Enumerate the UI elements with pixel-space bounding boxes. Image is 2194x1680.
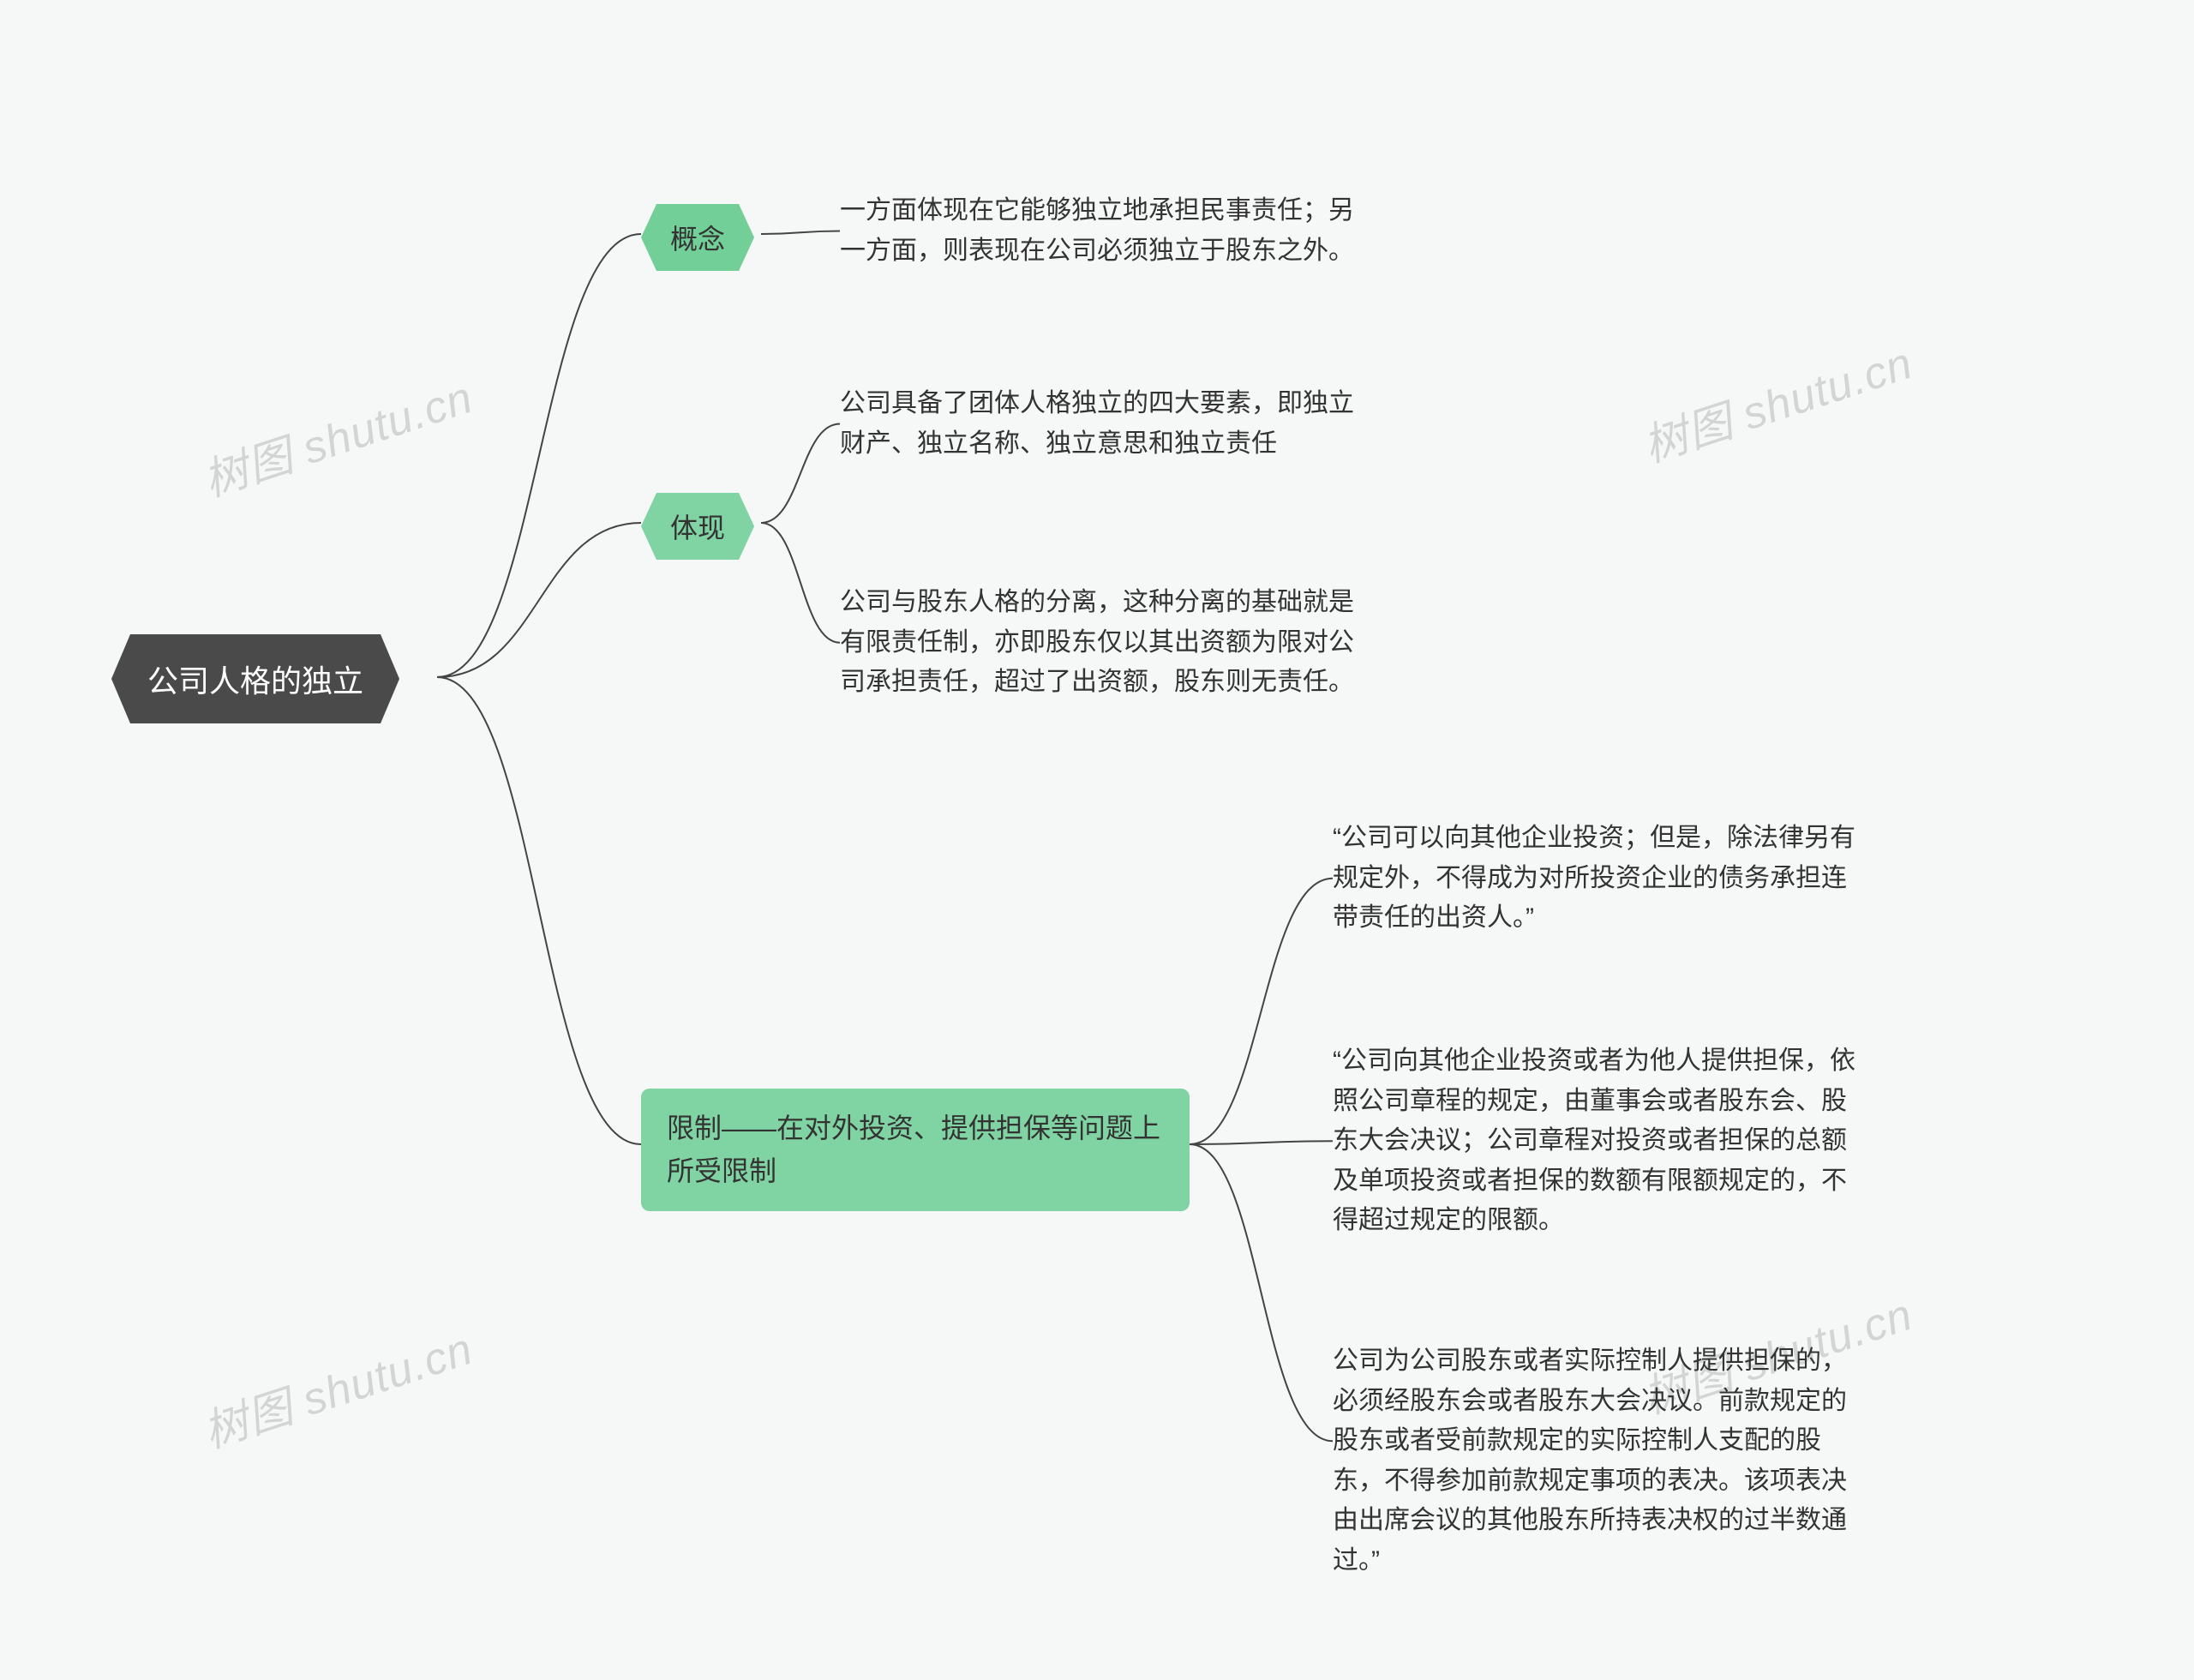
leaf-embodiment-1: 公司具备了团体人格独立的四大要素，即独立财产、独立名称、独立意思和独立责任 [840,384,1371,464]
leaf-restriction-2: “公司向其他企业投资或者为他人提供担保，依照公司章程的规定，由董事会或者股东会、… [1333,1041,1864,1241]
leaf-restriction-3: 公司为公司股东或者实际控制人提供担保的，必须经股东会或者股东大会决议。前款规定的… [1333,1341,1864,1581]
leaf-concept-1: 一方面体现在它能够独立地承担民事责任；另一方面，则表现在公司必须独立于股东之外。 [840,191,1371,271]
branch-concept[interactable]: 概念 [641,204,754,271]
watermark: 树图 shutu.cn [194,1312,479,1460]
watermark: 树图 shutu.cn [194,361,479,508]
leaf-restriction-1: “公司可以向其他企业投资；但是，除法律另有规定外，不得成为对所投资企业的债务承担… [1333,819,1864,939]
mindmap-canvas: 树图 shutu.cn 树图 shutu.cn 树图 shutu.cn 树图 s… [0,0,2194,1680]
branch-embodiment[interactable]: 体现 [641,493,754,560]
root-node[interactable]: 公司人格的独立 [111,634,399,723]
leaf-embodiment-2: 公司与股东人格的分离，这种分离的基础就是有限责任制，亦即股东仅以其出资额为限对公… [840,583,1371,703]
branch-restriction[interactable]: 限制——在对外投资、提供担保等问题上所受限制 [641,1089,1190,1211]
watermark: 树图 shutu.cn [1634,327,1919,474]
